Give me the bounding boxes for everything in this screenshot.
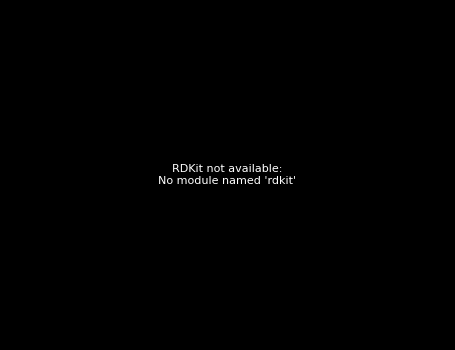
Text: RDKit not available:
No module named 'rdkit': RDKit not available: No module named 'rd… [158, 164, 296, 186]
